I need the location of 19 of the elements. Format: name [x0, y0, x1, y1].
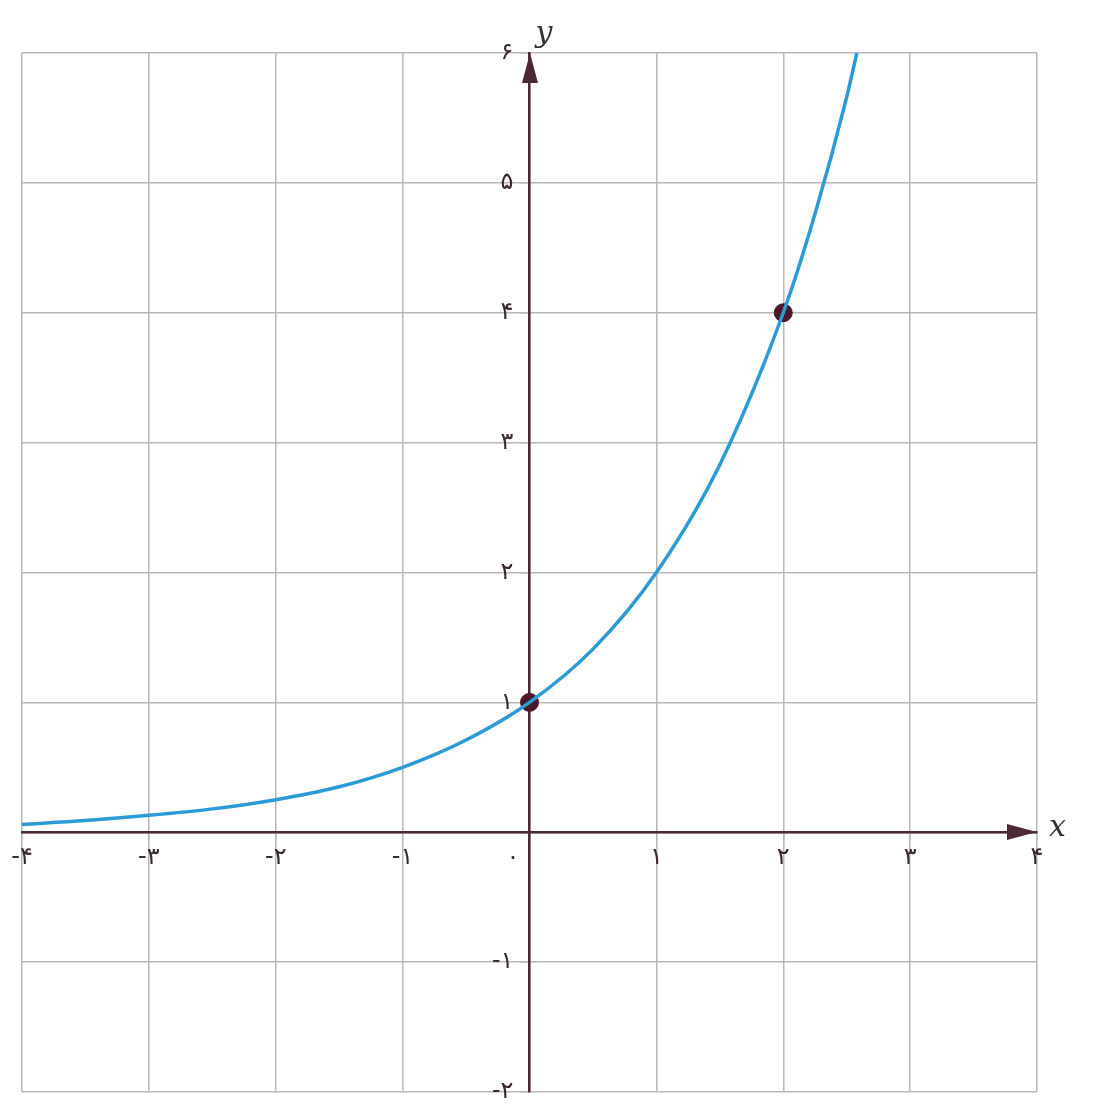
x-tick-label: ۲ [776, 842, 790, 871]
y-tick-label: ۲ [500, 556, 514, 585]
x-tick-label: ۱ [649, 842, 663, 871]
x-tick-label: ۳ [903, 842, 917, 871]
y-tick-label: ۱ [500, 686, 514, 715]
y-tick-label: ۴ [500, 296, 514, 325]
x-tick-label: ۰ [506, 842, 520, 871]
x-tick-label: -۴ [11, 842, 33, 871]
y-tick-label: ۶ [500, 37, 514, 66]
y-tick-label: ۳ [500, 426, 514, 455]
x-axis-title: x [1049, 808, 1066, 844]
x-tick-label: -۲ [264, 842, 287, 871]
x-tick-label: -۱ [391, 842, 414, 871]
y-axis-title: y [533, 13, 554, 49]
x-tick-label: ۴ [1030, 842, 1044, 871]
y-tick-label: -۱ [491, 946, 514, 975]
y-tick-label: ۵ [500, 167, 514, 196]
y-tick-label: -۲ [491, 1076, 514, 1105]
x-tick-label: -۳ [138, 842, 160, 871]
